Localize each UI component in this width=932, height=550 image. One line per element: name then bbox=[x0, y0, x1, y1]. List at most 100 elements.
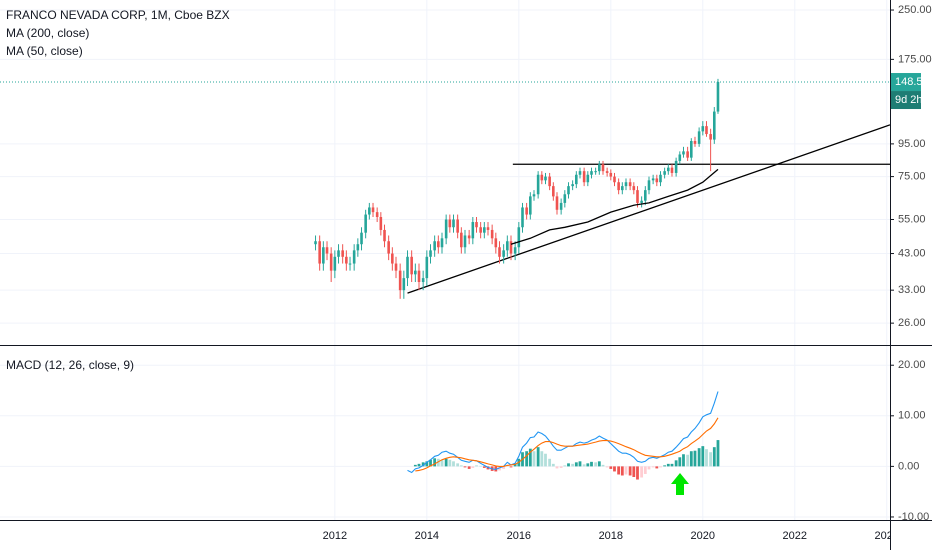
candle-body bbox=[329, 253, 333, 271]
histogram-bar bbox=[601, 464, 605, 467]
x-tick-label: 2014 bbox=[415, 530, 439, 542]
x-tick-label: 2020 bbox=[691, 530, 715, 542]
candle-body bbox=[440, 238, 444, 248]
candle-body bbox=[341, 250, 344, 257]
histogram-bar bbox=[682, 454, 685, 467]
histogram-bar bbox=[632, 466, 636, 478]
candle-body bbox=[506, 241, 509, 251]
candle-body bbox=[647, 180, 651, 191]
candle-body bbox=[406, 256, 409, 279]
candle-body bbox=[356, 244, 360, 251]
candle-body bbox=[521, 207, 524, 228]
candle-body bbox=[582, 171, 586, 183]
candle-body bbox=[456, 219, 459, 233]
candle-body bbox=[394, 263, 398, 271]
histogram-bar bbox=[613, 466, 616, 472]
candle-body bbox=[502, 250, 505, 257]
histogram-bar bbox=[413, 464, 417, 467]
candle-body bbox=[716, 82, 720, 112]
candle-body bbox=[632, 186, 636, 191]
candle-body bbox=[498, 247, 501, 257]
candle-body bbox=[559, 202, 563, 210]
candle-body bbox=[709, 134, 712, 140]
histogram-bar bbox=[590, 461, 593, 467]
candle-body bbox=[586, 174, 590, 183]
candle-body bbox=[333, 256, 337, 271]
histogram-bar bbox=[482, 466, 486, 468]
x-tick-label: 2018 bbox=[599, 530, 623, 542]
trend-line bbox=[407, 124, 890, 294]
candle-body bbox=[398, 270, 402, 291]
candle-body bbox=[686, 151, 689, 158]
candle-body bbox=[544, 176, 547, 181]
y-tick-label: 0.00 bbox=[898, 460, 919, 472]
histogram-bar bbox=[617, 466, 621, 475]
candle-body bbox=[594, 171, 597, 173]
candle-body bbox=[421, 278, 425, 283]
histogram-bar bbox=[597, 461, 601, 467]
candle-body bbox=[536, 174, 540, 195]
histogram-bar bbox=[701, 446, 705, 467]
y-tick-label: 26.00 bbox=[898, 317, 926, 329]
candle-body bbox=[410, 256, 413, 275]
histogram-bar bbox=[528, 448, 532, 467]
histogram-bar bbox=[693, 450, 697, 467]
candle-body bbox=[345, 256, 348, 264]
candle-body bbox=[414, 270, 417, 275]
histogram-bar bbox=[628, 466, 632, 476]
histogram-bar bbox=[659, 466, 662, 468]
candle-body bbox=[693, 141, 697, 144]
histogram-bar bbox=[563, 465, 567, 467]
candle-body bbox=[494, 238, 498, 248]
candle-body bbox=[663, 171, 666, 175]
histogram-bar bbox=[444, 458, 448, 467]
histogram-bar bbox=[475, 465, 478, 467]
candle-body bbox=[452, 219, 455, 228]
histogram-bar bbox=[548, 458, 552, 467]
y-tick-label: 75.00 bbox=[898, 170, 926, 182]
histogram-bar bbox=[571, 463, 575, 467]
histogram-bar bbox=[582, 464, 586, 467]
histogram-bar bbox=[525, 451, 529, 467]
countdown-box bbox=[891, 91, 921, 110]
candle-body bbox=[490, 229, 494, 239]
candle-body bbox=[391, 253, 394, 264]
candle-body bbox=[628, 182, 632, 187]
candle-body bbox=[360, 232, 363, 245]
candle-body bbox=[598, 164, 601, 172]
histogram-bar bbox=[666, 463, 670, 467]
candle-body bbox=[509, 241, 513, 254]
histogram-bar bbox=[716, 440, 720, 467]
candle-body bbox=[563, 194, 567, 203]
candle-body bbox=[364, 214, 367, 233]
candle-body bbox=[475, 222, 478, 228]
histogram-bar bbox=[536, 447, 540, 467]
candle-body bbox=[609, 172, 613, 177]
candle-body bbox=[486, 227, 490, 230]
y-tick-label: 55.00 bbox=[898, 213, 926, 225]
x-tick-label: 2012 bbox=[323, 530, 347, 542]
candle-body bbox=[513, 247, 517, 254]
candle-body bbox=[437, 241, 440, 248]
histogram-bar bbox=[429, 459, 432, 467]
histogram-bar bbox=[594, 462, 598, 467]
histogram-bar bbox=[624, 466, 628, 475]
histogram-bar bbox=[647, 466, 651, 470]
candle-body bbox=[624, 182, 628, 187]
candle-body bbox=[617, 182, 620, 191]
histogram-bar bbox=[651, 466, 655, 468]
indicator-line bbox=[415, 417, 719, 472]
histogram-bar bbox=[709, 452, 713, 467]
moving-average bbox=[510, 168, 719, 245]
y-tick-label: 20.00 bbox=[898, 359, 926, 371]
y-tick-label: -10.00 bbox=[898, 511, 929, 523]
y-tick-label: 250.00 bbox=[898, 4, 932, 16]
histogram-bar bbox=[605, 466, 609, 468]
histogram-bar bbox=[459, 465, 463, 467]
candle-body bbox=[682, 151, 685, 155]
candle-body bbox=[525, 207, 528, 215]
histogram-bar bbox=[620, 466, 624, 476]
candle-body bbox=[529, 196, 532, 215]
histogram-bar bbox=[586, 463, 590, 467]
